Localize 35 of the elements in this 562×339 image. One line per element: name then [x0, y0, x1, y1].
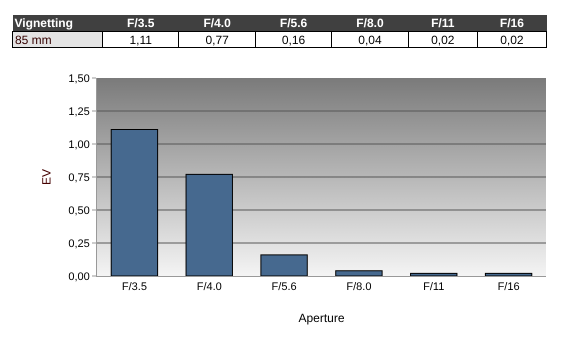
bar [484, 272, 532, 276]
data-label: 1,11 [102, 32, 179, 48]
y-tick-label: 0,50 [68, 204, 90, 217]
data-label: 0,04 [332, 32, 408, 48]
data-label: 0,02 [408, 32, 478, 48]
bar [110, 128, 158, 276]
x-tick-label: F/16 [498, 281, 520, 294]
bar [260, 254, 308, 276]
y-tick-label: 0,00 [68, 270, 90, 283]
x-axis-title: Aperture [298, 311, 345, 325]
bar [410, 272, 458, 276]
x-tick-label: F/3.5 [122, 281, 147, 294]
data-label: 0,16 [255, 32, 332, 48]
y-tick-label: 0,75 [68, 172, 90, 184]
x-tick-label: F/4.0 [196, 281, 222, 294]
category-label: F/3.5 [127, 16, 154, 30]
text: 85 mm [12, 32, 102, 48]
category-label: F/4.0 [203, 16, 231, 30]
bar [186, 174, 233, 276]
category-label: F/11 [431, 16, 454, 30]
category-label: F/5.6 [280, 16, 308, 30]
y-tick-label: 1,50 [68, 72, 90, 85]
y-tick-label: 0,25 [68, 238, 90, 250]
category-label: F/8.0 [356, 16, 384, 30]
data-label: 0,02 [477, 32, 546, 48]
y-tick-label: 1,00 [68, 138, 90, 151]
y-tick-label: 1,25 [68, 106, 90, 118]
data-label: 0,77 [178, 32, 256, 48]
y-axis-title: EV [40, 168, 54, 186]
bar [335, 270, 383, 276]
x-tick-label: F/8.0 [346, 281, 372, 294]
x-tick-label: F/5.6 [272, 281, 297, 294]
category-label: F/16 [500, 16, 524, 30]
x-tick-label: F/11 [423, 281, 444, 294]
chart-title: Vignetting [12, 15, 102, 32]
